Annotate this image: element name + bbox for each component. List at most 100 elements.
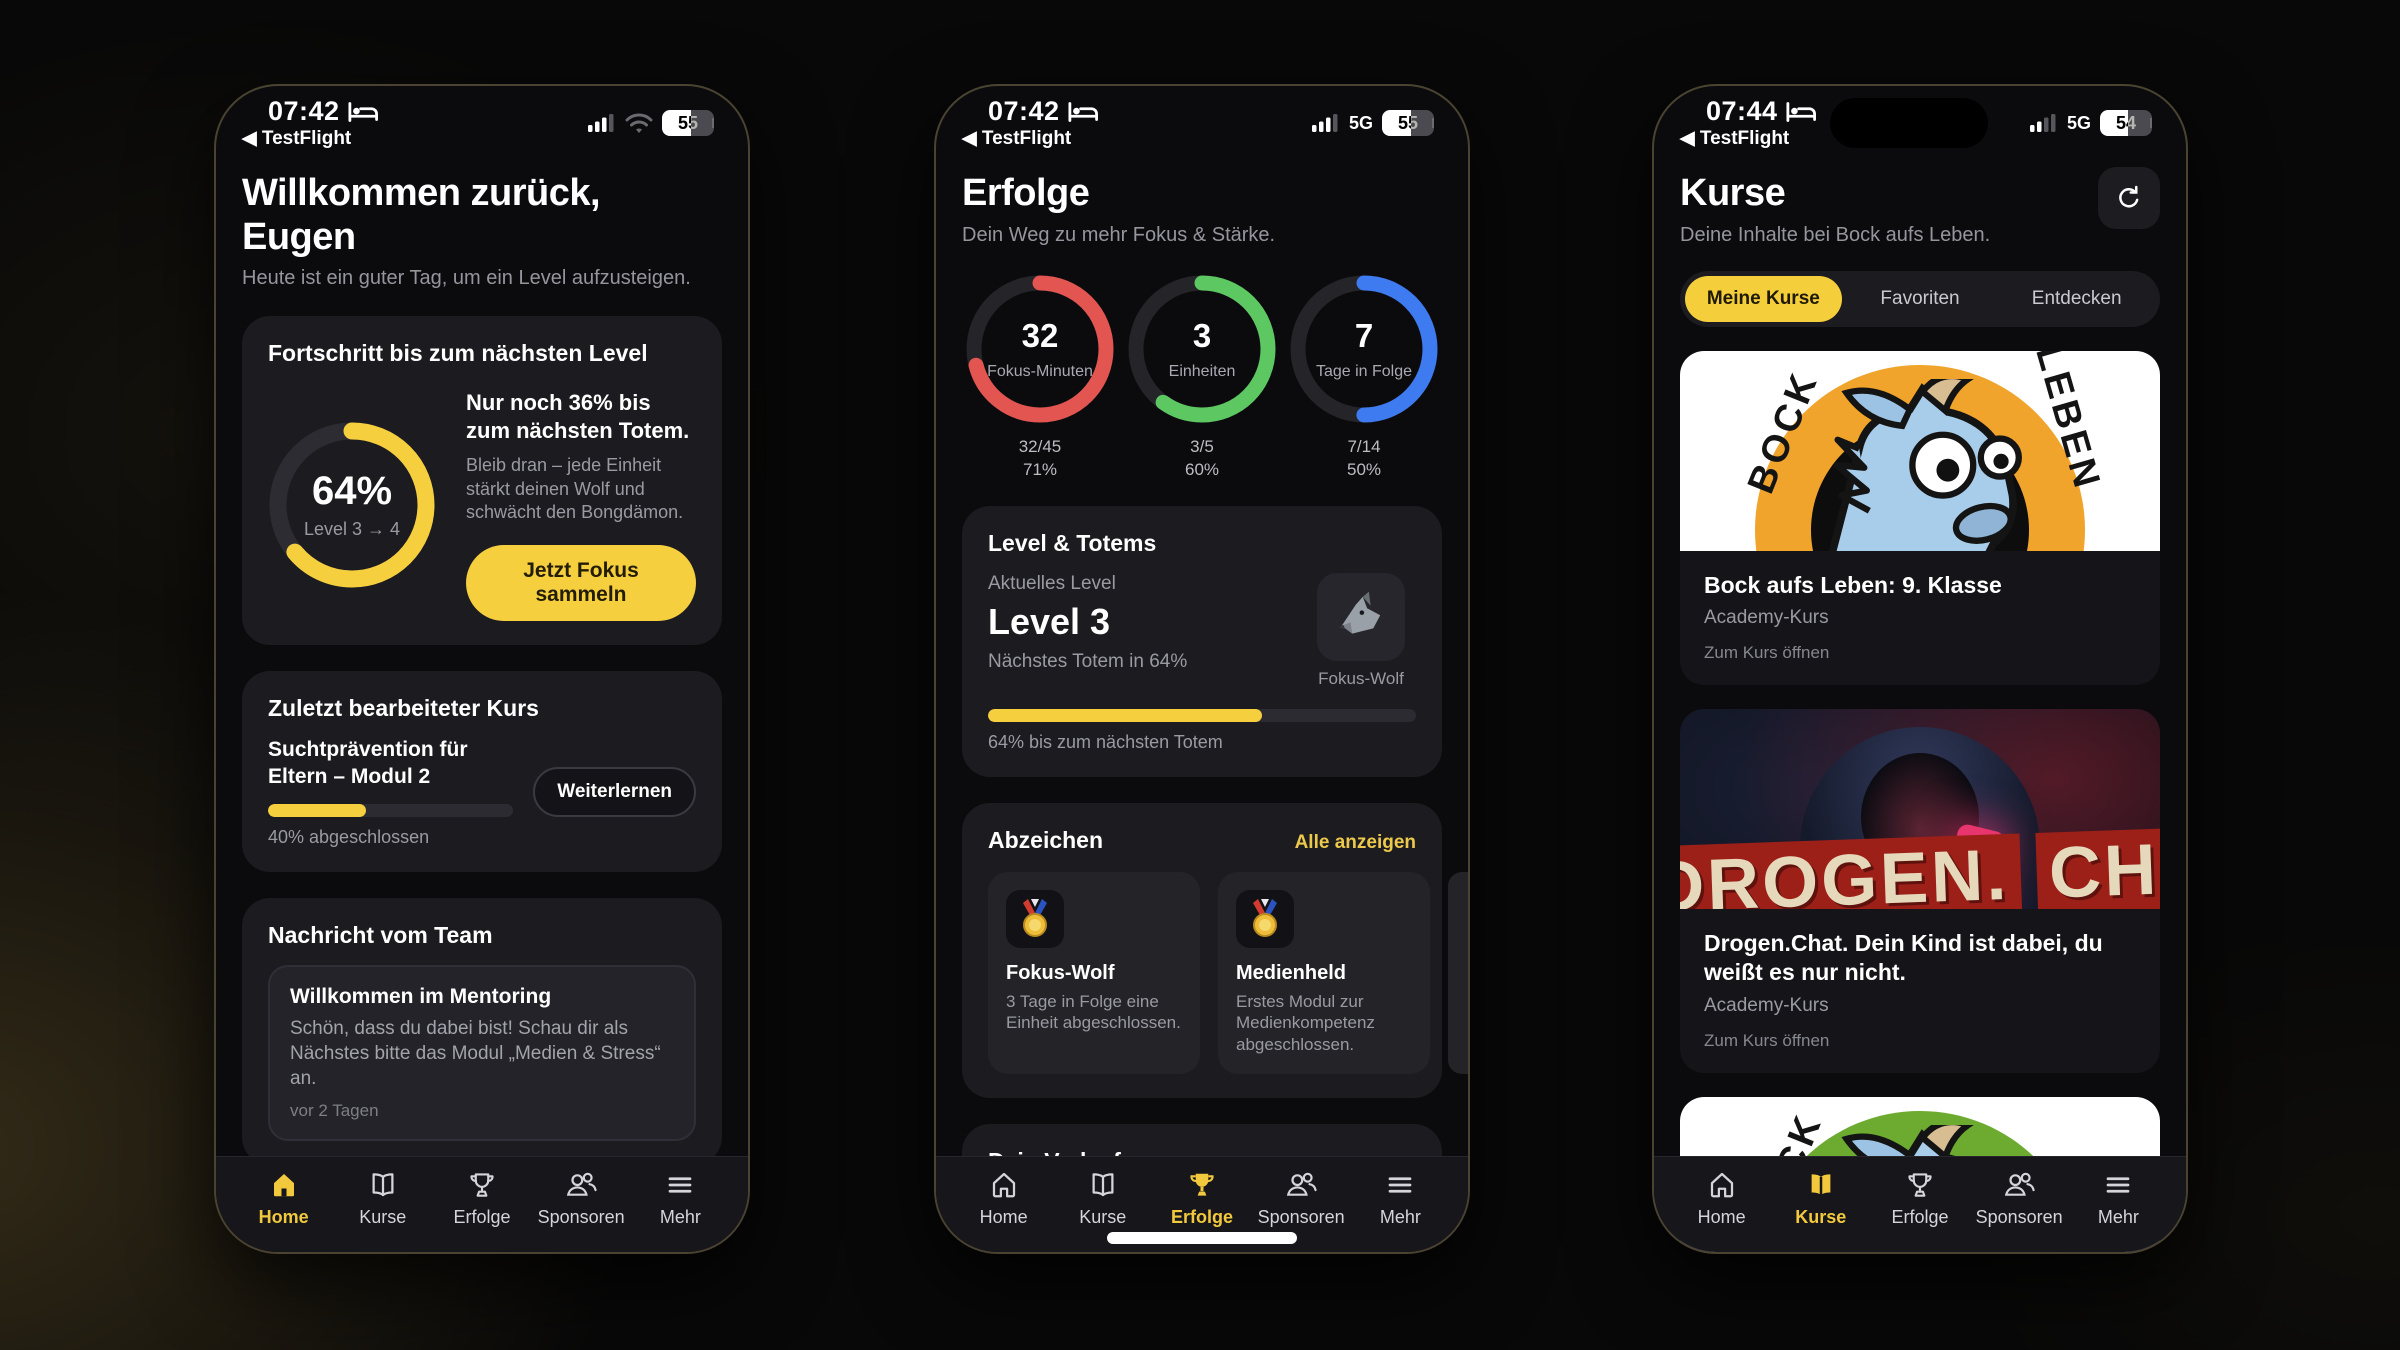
- goat-mascot: [1785, 378, 2055, 551]
- home-icon: [268, 1169, 300, 1201]
- message-body: Schön, dass du dabei bist! Schau dir als…: [290, 1018, 661, 1089]
- status-bar: 07:44 ◀ TestFlight 5G 54: [1654, 86, 2186, 150]
- ring-percent: 64%: [311, 469, 393, 514]
- banner-text: CHAT: [2035, 825, 2160, 910]
- signal-icon: [588, 113, 616, 133]
- status-left: 07:42 ◀ TestFlight: [962, 96, 1098, 150]
- tab-erfolge[interactable]: Erfolge: [1875, 1169, 1965, 1228]
- people-icon: [2002, 1169, 2036, 1201]
- ring-percent: 50%: [1346, 459, 1382, 479]
- segment-meine-kurse[interactable]: Meine Kurse: [1685, 275, 1842, 322]
- course-open-link[interactable]: Zum Kurs öffnen: [1704, 1030, 1830, 1050]
- totem-display: Fokus-Wolf: [1306, 572, 1416, 689]
- course-progress-bar: [268, 804, 514, 818]
- status-bar: 07:42 ◀ TestFlight 55: [216, 86, 748, 150]
- ring-fokus-minuten: 32 Fokus-Minuten 32/45 71%: [964, 273, 1116, 480]
- tab-label: Kurse: [1795, 1207, 1847, 1227]
- card-title: Zuletzt bearbeiteter Kurs: [268, 694, 539, 721]
- tab-home[interactable]: Home: [239, 1169, 329, 1228]
- page-subtitle: Deine Inhalte bei Bock aufs Leben.: [1680, 223, 1991, 246]
- medal-icon: [1236, 889, 1294, 948]
- message-timestamp: vor 2 Tagen: [290, 1101, 379, 1121]
- tab-mehr[interactable]: Mehr: [2073, 1169, 2163, 1228]
- wolf-totem-icon: [1317, 572, 1405, 661]
- continue-learning-button[interactable]: Weiterlernen: [533, 766, 696, 817]
- phone-home: 07:42 ◀ TestFlight 55 Willkommen zurück,…: [214, 84, 750, 1254]
- tab-label: Home: [258, 1207, 309, 1227]
- course-name: Suchtprävention für Eltern – Modul 2: [268, 737, 468, 788]
- tab-home[interactable]: Home: [959, 1169, 1049, 1228]
- trophy-icon: [466, 1169, 498, 1201]
- battery-indicator: 55: [662, 110, 714, 136]
- tab-kurse[interactable]: Kurse: [338, 1169, 428, 1228]
- badge-card-partial: [1448, 871, 1468, 1074]
- trophy-icon: [1904, 1169, 1936, 1201]
- tab-mehr[interactable]: Mehr: [635, 1169, 725, 1228]
- card-title: Abzeichen: [988, 826, 1104, 853]
- network-type-label: 5G: [2066, 112, 2091, 133]
- totem-progress-label: 64% bis zum nächsten Totem: [988, 731, 1223, 752]
- last-course-card: Zuletzt bearbeiteter Kurs Suchtpräventio…: [242, 670, 722, 873]
- course-card-bock-9-klasse[interactable]: BOCK LEBEN Bo: [1680, 350, 2160, 686]
- tab-erfolge[interactable]: Erfolge: [437, 1169, 527, 1228]
- tab-sponsoren[interactable]: Sponsoren: [1974, 1169, 2064, 1228]
- tab-home[interactable]: Home: [1677, 1169, 1767, 1228]
- segment-entdecken[interactable]: Entdecken: [2031, 287, 2122, 309]
- status-left: 07:44 ◀ TestFlight: [1680, 96, 1816, 150]
- page-subtitle: Heute ist ein guter Tag, um ein Level au…: [242, 267, 691, 290]
- sleep-mode-icon: [1786, 101, 1816, 122]
- ring-percent: 60%: [1184, 459, 1220, 479]
- menu-icon: [664, 1169, 696, 1201]
- testflight-breadcrumb[interactable]: ◀ TestFlight: [1680, 128, 1790, 149]
- refresh-button[interactable]: [2098, 167, 2160, 230]
- phone-erfolge: 07:42 ◀ TestFlight 5G 55 Erfolge Dein We…: [934, 84, 1470, 1254]
- badge-name: Medienheld: [1236, 961, 1347, 984]
- ring-einheiten: 3 Einheiten 3/5 60%: [1126, 273, 1278, 480]
- page-title: Kurse: [1680, 172, 1786, 214]
- people-icon: [564, 1169, 598, 1201]
- status-time: 07:42: [268, 96, 340, 126]
- tab-label: Mehr: [659, 1207, 701, 1227]
- ring-tage-in-folge: 7 Tage in Folge 7/14 50%: [1288, 273, 1440, 480]
- wifi-icon: [625, 113, 653, 134]
- tab-sponsoren[interactable]: Sponsoren: [536, 1169, 626, 1228]
- home-indicator[interactable]: [1107, 1232, 1297, 1244]
- tab-kurse[interactable]: Kurse: [1776, 1169, 1866, 1228]
- progress-headline: Nur noch 36% bis zum nächsten Totem.: [466, 390, 690, 443]
- course-open-link[interactable]: Zum Kurs öffnen: [1704, 643, 1830, 663]
- status-time: 07:44: [1706, 96, 1778, 126]
- sleep-mode-icon: [348, 101, 378, 122]
- status-right: 5G 55: [1311, 110, 1434, 136]
- tab-kurse[interactable]: Kurse: [1058, 1169, 1148, 1228]
- course-card-drogen-chat[interactable]: DROGEN. CHAT Drogen.Chat. Dein Kind ist …: [1680, 709, 2160, 1073]
- card-title: Fortschritt bis zum nächsten Level: [268, 340, 648, 367]
- ring-label: Einheiten: [1168, 362, 1236, 380]
- badges-show-all-link[interactable]: Alle anzeigen: [1294, 831, 1416, 853]
- collect-focus-button[interactable]: Jetzt Fokus sammeln: [466, 544, 696, 621]
- segment-favoriten[interactable]: Favoriten: [1880, 287, 1960, 309]
- redacted-area: [1830, 98, 1988, 148]
- book-icon: [1087, 1169, 1119, 1201]
- tab-sponsoren[interactable]: Sponsoren: [1256, 1169, 1346, 1228]
- tab-mehr[interactable]: Mehr: [1355, 1169, 1445, 1228]
- book-icon: [367, 1169, 399, 1201]
- battery-indicator: 55: [1382, 110, 1434, 136]
- menu-icon: [1384, 1169, 1416, 1201]
- tab-erfolge[interactable]: Erfolge: [1157, 1169, 1247, 1228]
- course-progress-label: 40% abgeschlossen: [268, 827, 430, 848]
- badges-row: Fokus-Wolf 3 Tage in Folge eine Einheit …: [988, 871, 1468, 1074]
- drogen-chat-banner: DROGEN. CHAT: [1680, 825, 2160, 910]
- ring-fraction: 7/14: [1347, 436, 1381, 456]
- totem-progress-bar: [988, 708, 1416, 722]
- course-type: Academy-Kurs: [1704, 607, 1829, 629]
- testflight-breadcrumb[interactable]: ◀ TestFlight: [962, 128, 1072, 149]
- tab-label: Erfolge: [1170, 1207, 1233, 1227]
- status-bar: 07:42 ◀ TestFlight 5G 55: [936, 86, 1468, 150]
- testflight-breadcrumb[interactable]: ◀ TestFlight: [242, 128, 352, 149]
- home-icon: [1706, 1169, 1738, 1201]
- ring-label: Tage in Folge: [1315, 362, 1413, 380]
- card-title: Level & Totems: [988, 529, 1157, 556]
- ring-level-label: Level 3 → 4: [303, 519, 401, 540]
- current-level-label: Aktuelles Level: [988, 572, 1116, 594]
- tab-label: Erfolge: [1891, 1207, 1949, 1227]
